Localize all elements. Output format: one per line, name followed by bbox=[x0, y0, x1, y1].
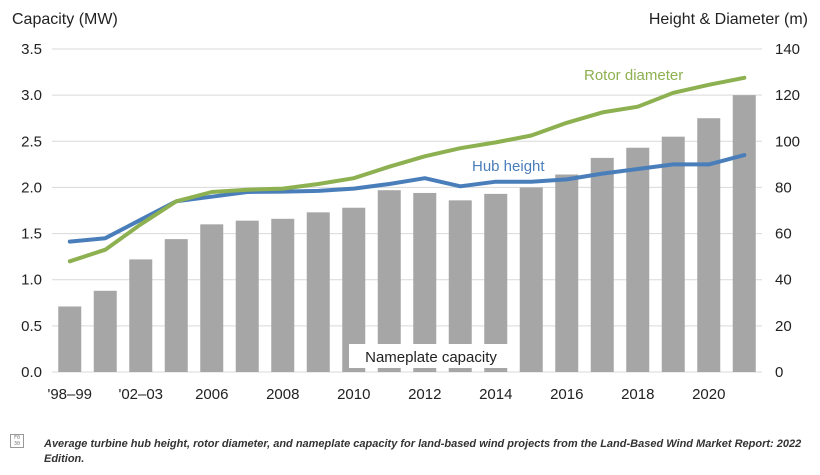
right-tick-label: 140 bbox=[775, 41, 800, 58]
nameplate-label-box bbox=[349, 344, 514, 368]
right-tick-label: 120 bbox=[775, 87, 800, 104]
capacity-bar bbox=[413, 192, 437, 372]
x-tick-label: '02–03 bbox=[118, 386, 163, 403]
left-tick-label: 0.0 bbox=[21, 364, 42, 381]
capacity-bar bbox=[697, 118, 721, 372]
right-tick-label: 80 bbox=[775, 179, 792, 196]
nameplate-capacity-label-group: Nameplate capacity bbox=[349, 344, 514, 368]
x-tick-label: 2010 bbox=[337, 386, 370, 403]
lines bbox=[67, 75, 747, 264]
x-tick-label: 2018 bbox=[621, 386, 654, 403]
capacity-bar bbox=[342, 207, 366, 372]
right-tick-label: 60 bbox=[775, 226, 792, 243]
capacity-bar bbox=[519, 187, 543, 372]
figure-caption: Average turbine hub height, rotor diamet… bbox=[44, 438, 802, 465]
right-tick-label: 0 bbox=[775, 364, 783, 381]
x-tick-label: 2008 bbox=[266, 386, 299, 403]
capacity-bar bbox=[484, 193, 508, 372]
capacity-bar bbox=[93, 290, 117, 372]
chart: Rotor diameter Hub height Nameplate capaci… bbox=[12, 11, 808, 403]
capacity-bar bbox=[555, 174, 579, 372]
capacity-bar bbox=[732, 95, 756, 373]
capacity-bar bbox=[448, 200, 472, 372]
right-tick-label: 40 bbox=[775, 272, 792, 289]
rotor-diameter-line bbox=[67, 75, 747, 264]
capacity-bar bbox=[377, 190, 401, 372]
nameplate-capacity-label: Nameplate capacity bbox=[365, 349, 497, 366]
capacity-bar bbox=[200, 224, 224, 372]
left-axis-title: Capacity (MW) bbox=[12, 11, 118, 28]
caption-icon: F0 30 bbox=[10, 434, 24, 448]
series-labels: Rotor diameter Hub height Nameplate capaci… bbox=[349, 67, 683, 368]
rotor-diameter-label: Rotor diameter bbox=[584, 67, 683, 84]
hub-height-label: Hub height bbox=[472, 158, 545, 175]
left-tick-label: 1.0 bbox=[21, 272, 42, 289]
x-tick-label: 2014 bbox=[479, 386, 512, 403]
capacity-bar bbox=[626, 147, 650, 372]
capacity-bar bbox=[590, 157, 614, 372]
capacity-bar bbox=[306, 212, 330, 372]
capacity-bar bbox=[661, 136, 685, 372]
left-tick-label: 3.0 bbox=[21, 87, 42, 104]
x-tick-label: 2020 bbox=[692, 386, 725, 403]
x-tick-label: 2016 bbox=[550, 386, 583, 403]
left-tick-label: 2.0 bbox=[21, 179, 42, 196]
capacity-bar bbox=[164, 239, 188, 372]
capacity-bar bbox=[129, 259, 153, 372]
tick-labels: 0.0 0.5 1.0 1.5 2.0 2.5 3.0 3.5 0 20 40 60 80 100 120 1… bbox=[21, 41, 800, 403]
capacity-bar bbox=[271, 218, 295, 372]
left-tick-label: 0.5 bbox=[21, 318, 42, 335]
right-axis-title: Height & Diameter (m) bbox=[649, 11, 808, 28]
capacity-bar bbox=[235, 220, 259, 372]
x-tick-label: 2012 bbox=[408, 386, 441, 403]
x-tick-label: '98–99 bbox=[47, 386, 92, 403]
left-tick-label: 3.5 bbox=[21, 41, 42, 58]
right-tick-label: 20 bbox=[775, 318, 792, 335]
left-tick-label: 1.5 bbox=[21, 226, 42, 243]
right-tick-label: 100 bbox=[775, 133, 800, 150]
bars bbox=[58, 95, 756, 373]
left-tick-label: 2.5 bbox=[21, 133, 42, 150]
x-tick-label: 2006 bbox=[195, 386, 228, 403]
capacity-bar bbox=[58, 306, 82, 372]
